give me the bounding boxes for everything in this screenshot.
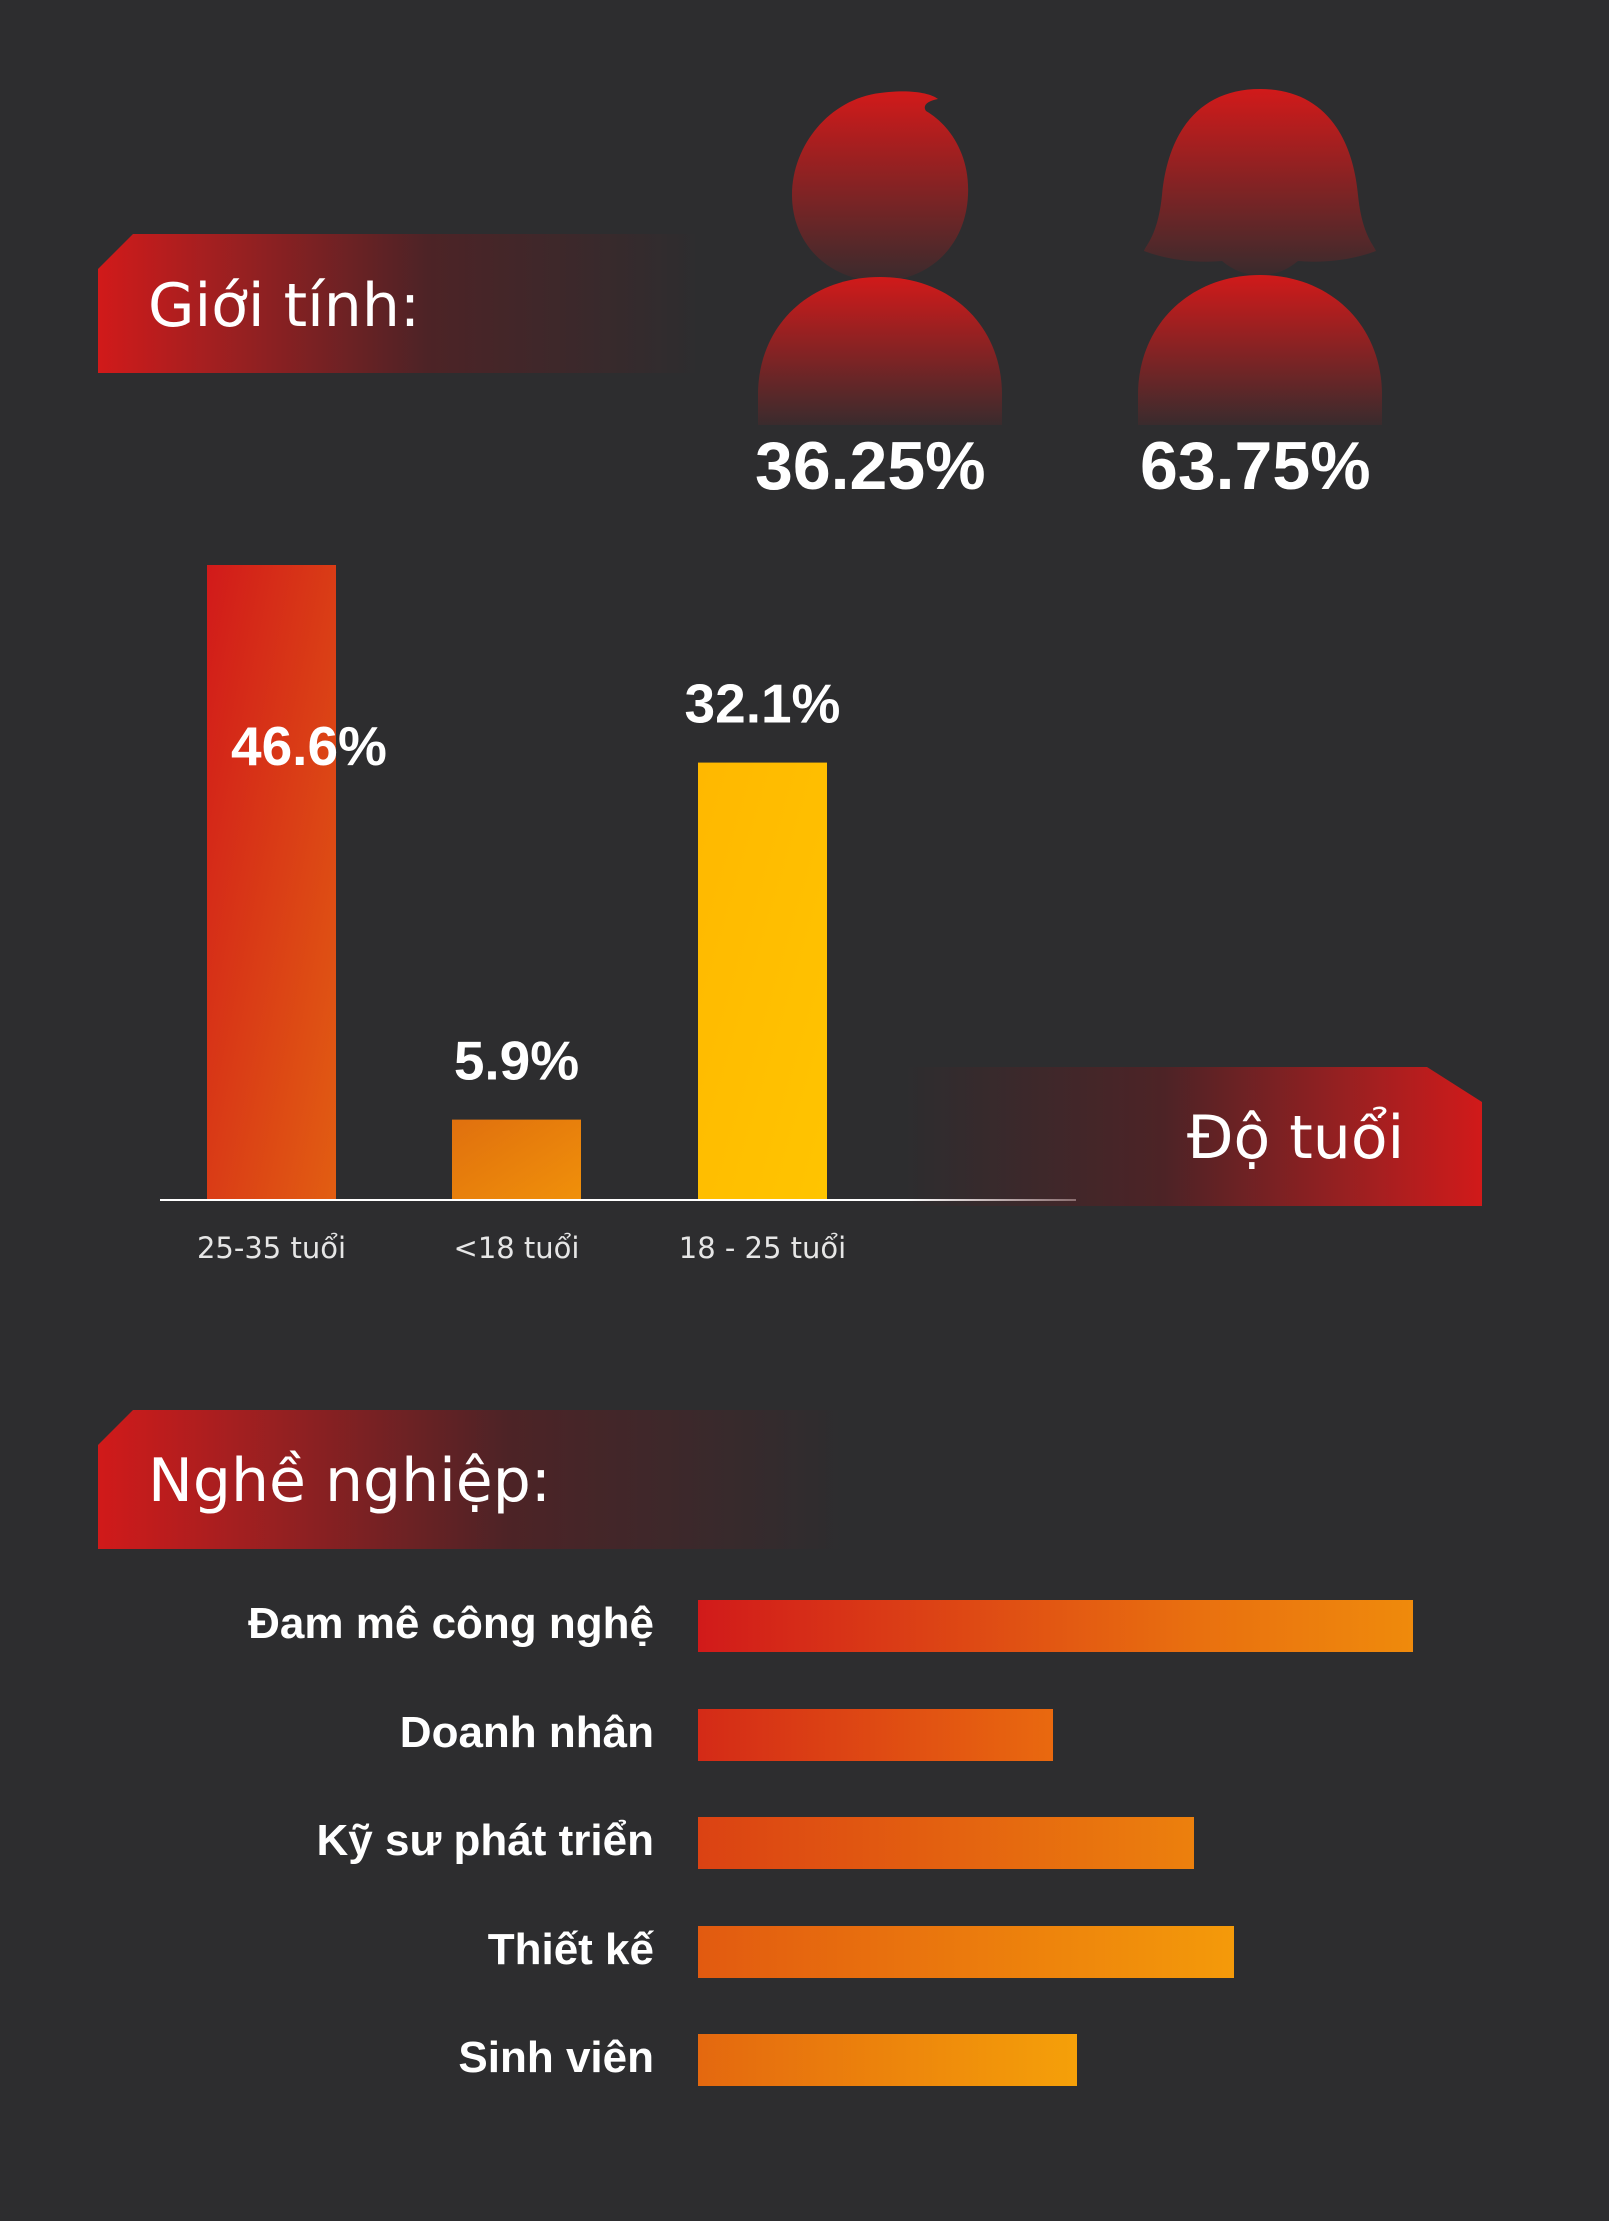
age-bar-value-label-1: 5.9% [454,1030,579,1092]
male-percent: 36.25% [755,428,986,504]
age-bar-value-label-2: 32.1% [685,673,841,735]
male-person-icon [758,91,1002,425]
occupation-label-4: Sinh viên [458,2033,654,2082]
occupation-label-3: Thiết kế [487,1924,654,1974]
occupation-label-1: Doanh nhân [399,1707,654,1757]
occupation-bar-1 [698,1708,1053,1761]
age-bar-2 [698,762,827,1200]
age-category-label-0: 25-35 tuổi [197,1231,346,1265]
age-bar-0 [207,565,336,1200]
age-bar-1 [452,1119,581,1200]
occupation-bar-4 [698,2034,1077,2086]
age-category-label-1: <18 tuổi [454,1231,580,1265]
occupation-title: Nghề nghiệp: [148,1446,552,1516]
age-category-label-2: 18 - 25 tuổi [679,1231,846,1265]
occupation-bar-0 [698,1600,1413,1652]
occupation-banner [98,1410,843,1549]
female-percent: 63.75% [1140,428,1371,504]
age-banner [905,1067,1482,1206]
occupation-label-0: Đam mê công nghệ [248,1599,654,1648]
occupation-label-2: Kỹ sư phát triển [316,1816,654,1865]
age-title: Độ tuổi [1187,1103,1405,1173]
female-person-icon [1138,89,1382,425]
occupation-bar-3 [698,1925,1235,1978]
age-bar-value-label-0: 46.6% [231,715,387,777]
gender-title: Giới tính: [148,271,421,341]
occupation-bar-2 [698,1817,1195,1869]
age-bar-chart: 46.6% 25-35 tuổi 5.9% <18 tuổi 32.1% 18 - 25 … [160,565,1076,1265]
gender-banner [98,234,698,373]
